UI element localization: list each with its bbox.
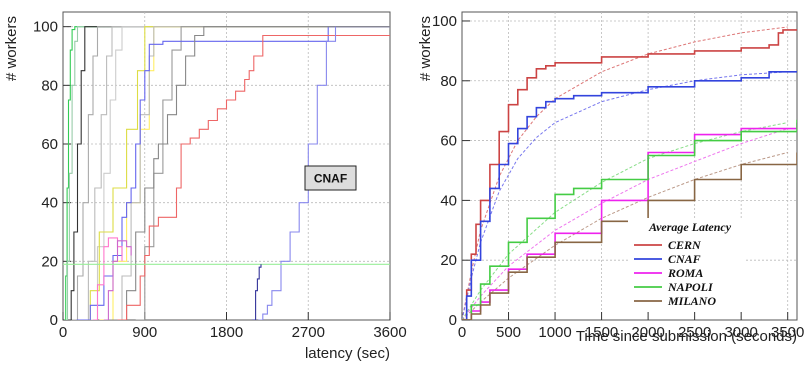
right-xtick-label-3: 1500 bbox=[585, 324, 618, 341]
legend-label-napoli: NAPOLI bbox=[667, 280, 714, 294]
left-series-line-4 bbox=[81, 26, 390, 320]
right-series-line-0 bbox=[462, 29, 797, 320]
right-xtick-label-4: 2000 bbox=[631, 324, 664, 341]
right-ytick-label-2: 40 bbox=[440, 192, 457, 209]
left-ytick-label-1: 20 bbox=[41, 253, 58, 270]
left-series-group bbox=[63, 26, 390, 320]
left-series-line-17 bbox=[251, 264, 262, 320]
left-xtick-label-4: 3600 bbox=[373, 324, 406, 341]
left-ytick-label-4: 80 bbox=[41, 77, 58, 94]
left-series-line-15 bbox=[258, 26, 337, 320]
legend-title: Average Latency bbox=[648, 220, 732, 234]
left-series-line-13 bbox=[93, 237, 123, 320]
legend-label-milano: MILANO bbox=[667, 294, 716, 308]
left-xtick-label-3: 2700 bbox=[292, 324, 325, 341]
left-series-line-10 bbox=[76, 26, 390, 320]
right-chart: 0 500 1000 1500 2000 2500 3000 3500 0 20 40 60 80 100… bbox=[417, 11, 804, 345]
right-series-line-3 bbox=[462, 119, 797, 320]
legend-label-roma: ROMA bbox=[667, 266, 703, 280]
left-xtick-label-1: 900 bbox=[132, 324, 157, 341]
right-ytick-label-3: 60 bbox=[440, 133, 457, 150]
left-ytick-label-0: 0 bbox=[50, 312, 58, 329]
right-xtick-label-0: 0 bbox=[458, 324, 466, 341]
left-ytick-label-5: 100 bbox=[33, 19, 58, 36]
right-x-axis-title: Time since submission (seconds) bbox=[576, 328, 797, 345]
left-series-line-0 bbox=[64, 26, 390, 320]
left-series-line-11 bbox=[103, 26, 390, 320]
left-series-line-14 bbox=[103, 240, 132, 320]
right-xtick-label-2: 1000 bbox=[538, 324, 571, 341]
right-xtick-label-1: 500 bbox=[496, 324, 521, 341]
right-series-group bbox=[462, 26, 797, 320]
left-series-line-6 bbox=[81, 26, 390, 320]
right-fit-line-4 bbox=[462, 152, 788, 320]
left-xtick-label-2: 1800 bbox=[210, 324, 243, 341]
legend-label-cern: CERN bbox=[668, 238, 702, 252]
left-chart: 0 900 1800 2700 3600 0 20 40 60 80 100 latency (sec… bbox=[3, 11, 407, 362]
left-series-line-1 bbox=[65, 26, 390, 320]
left-xtick-label-0: 0 bbox=[59, 324, 67, 341]
right-ytick-label-5: 100 bbox=[432, 13, 457, 30]
right-xtick-label-7: 3500 bbox=[771, 324, 804, 341]
left-ytick-label-2: 40 bbox=[41, 195, 58, 212]
left-series-line-8 bbox=[113, 26, 390, 320]
right-xtick-label-5: 2500 bbox=[678, 324, 711, 341]
legend-label-cnaf: CNAF bbox=[668, 252, 701, 266]
right-y-axis-title: # workers bbox=[417, 16, 434, 81]
left-series-line-5 bbox=[90, 26, 390, 320]
right-ytick-label-1: 20 bbox=[440, 252, 457, 269]
right-ytick-label-4: 80 bbox=[440, 73, 457, 90]
right-xtick-label-6: 3000 bbox=[724, 324, 757, 341]
left-ytick-label-3: 60 bbox=[41, 136, 58, 153]
right-fit-line-1 bbox=[462, 71, 788, 320]
left-series-line-12 bbox=[117, 34, 390, 320]
left-y-axis-title: # workers bbox=[3, 16, 20, 81]
legend-background bbox=[628, 218, 746, 310]
cnaf-annotation-label: CNAF bbox=[314, 172, 347, 186]
right-ytick-label-0: 0 bbox=[449, 312, 457, 329]
left-series-line-2 bbox=[68, 26, 390, 320]
cnaf-annotation-box bbox=[304, 165, 357, 191]
right-series-line-1 bbox=[462, 71, 797, 320]
right-series-line-4 bbox=[462, 152, 797, 320]
left-x-axis-title: latency (sec) bbox=[305, 345, 390, 362]
left-series-line-3 bbox=[72, 26, 390, 320]
